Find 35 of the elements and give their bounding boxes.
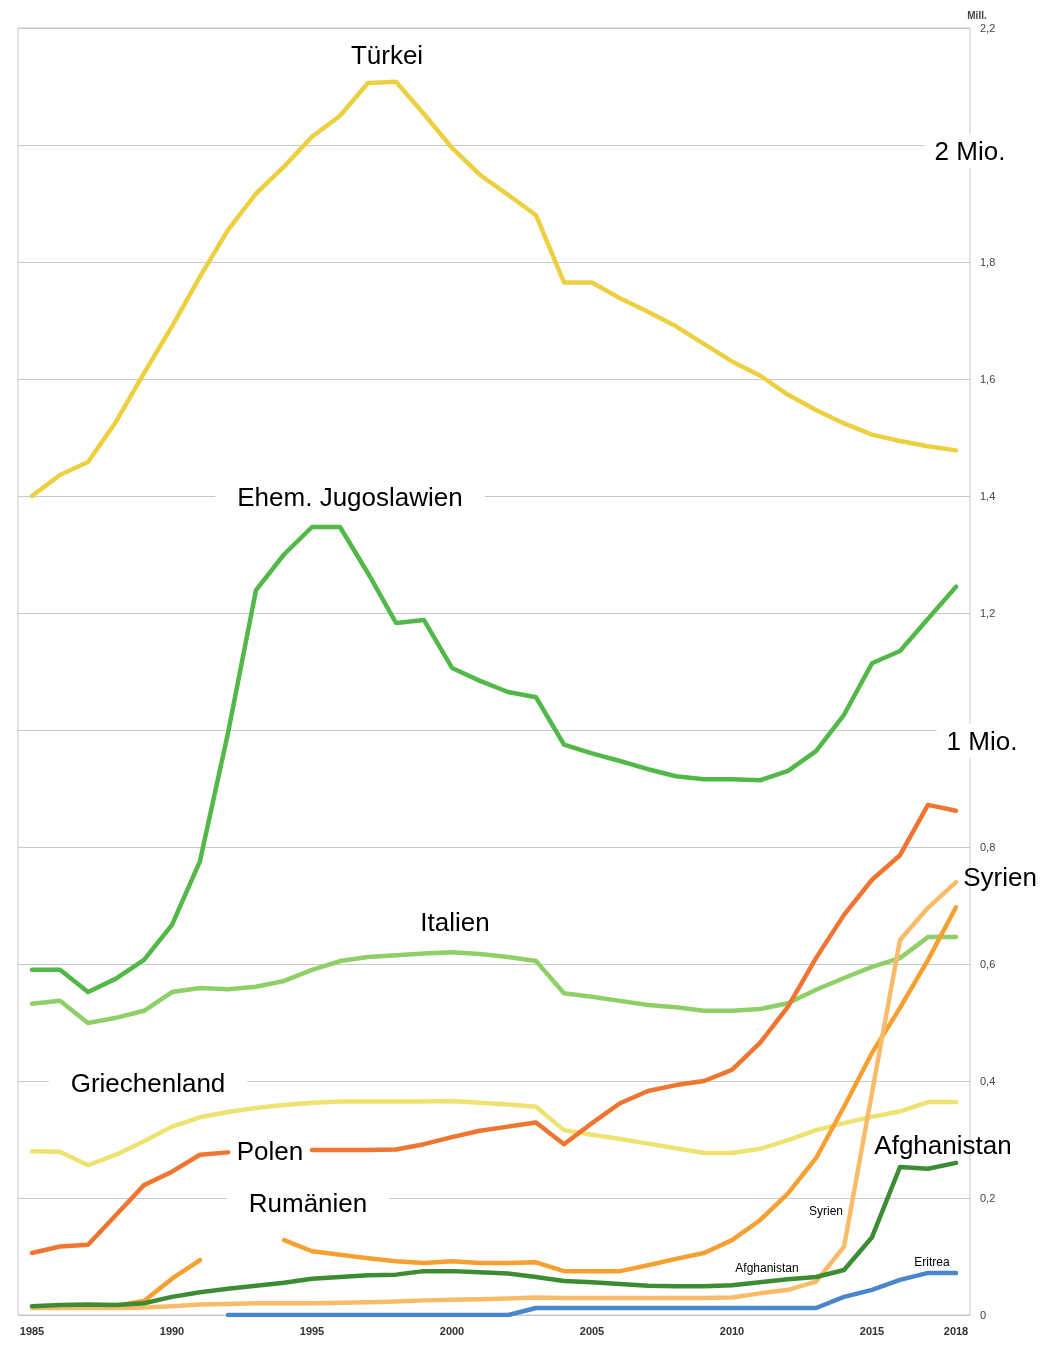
- series-label: Griechenland: [70, 1068, 226, 1098]
- series-label: Türkei: [350, 40, 424, 70]
- text: Afghanistan: [874, 1130, 1012, 1160]
- line-series: [29, 934, 959, 1026]
- x-tick-label: 2005: [579, 1324, 605, 1337]
- y-tick-label: 1,8: [980, 256, 996, 268]
- y-tick-label: 1,2: [980, 607, 996, 619]
- y-tick-label: 0,6: [980, 958, 996, 970]
- y-tick-label: 1,4: [980, 490, 996, 502]
- y-tick-label: 2,2: [980, 22, 996, 34]
- y-tick-label: 0: [980, 1309, 987, 1321]
- y-tick-label: 1,6: [980, 373, 996, 385]
- series-label: Rumänien: [248, 1188, 368, 1218]
- y-tick-label: 0,8: [980, 841, 996, 853]
- x-tick-label: 1985: [19, 1324, 45, 1337]
- x-tick-label: 1995: [299, 1324, 325, 1337]
- series-label: Afghanistan: [735, 1261, 799, 1275]
- x-tick-label: 2015: [859, 1324, 885, 1337]
- annotation: 1 Mio.: [946, 726, 1018, 756]
- x-tick-label: 2000: [439, 1324, 465, 1337]
- y-tick-label: 0,4: [980, 1075, 996, 1087]
- y-axis-title: Mill.: [967, 9, 987, 21]
- x-tick-label: 1990: [159, 1324, 185, 1337]
- annotation: 2 Mio.: [934, 136, 1006, 166]
- series-label: Syrien: [808, 1204, 844, 1218]
- series-label: Polen: [236, 1136, 304, 1166]
- text: Syrien: [963, 862, 1037, 892]
- line-series: [29, 524, 959, 995]
- series-label: Ehem. Jugoslawien: [237, 482, 463, 512]
- x-tick-label: 2010: [719, 1324, 745, 1337]
- series-label: Italien: [420, 907, 490, 937]
- line-series: [29, 1160, 959, 1309]
- series-label: Eritrea: [914, 1255, 950, 1269]
- y-tick-label: 0,2: [980, 1192, 996, 1204]
- x-tick-label: 2018: [943, 1324, 969, 1337]
